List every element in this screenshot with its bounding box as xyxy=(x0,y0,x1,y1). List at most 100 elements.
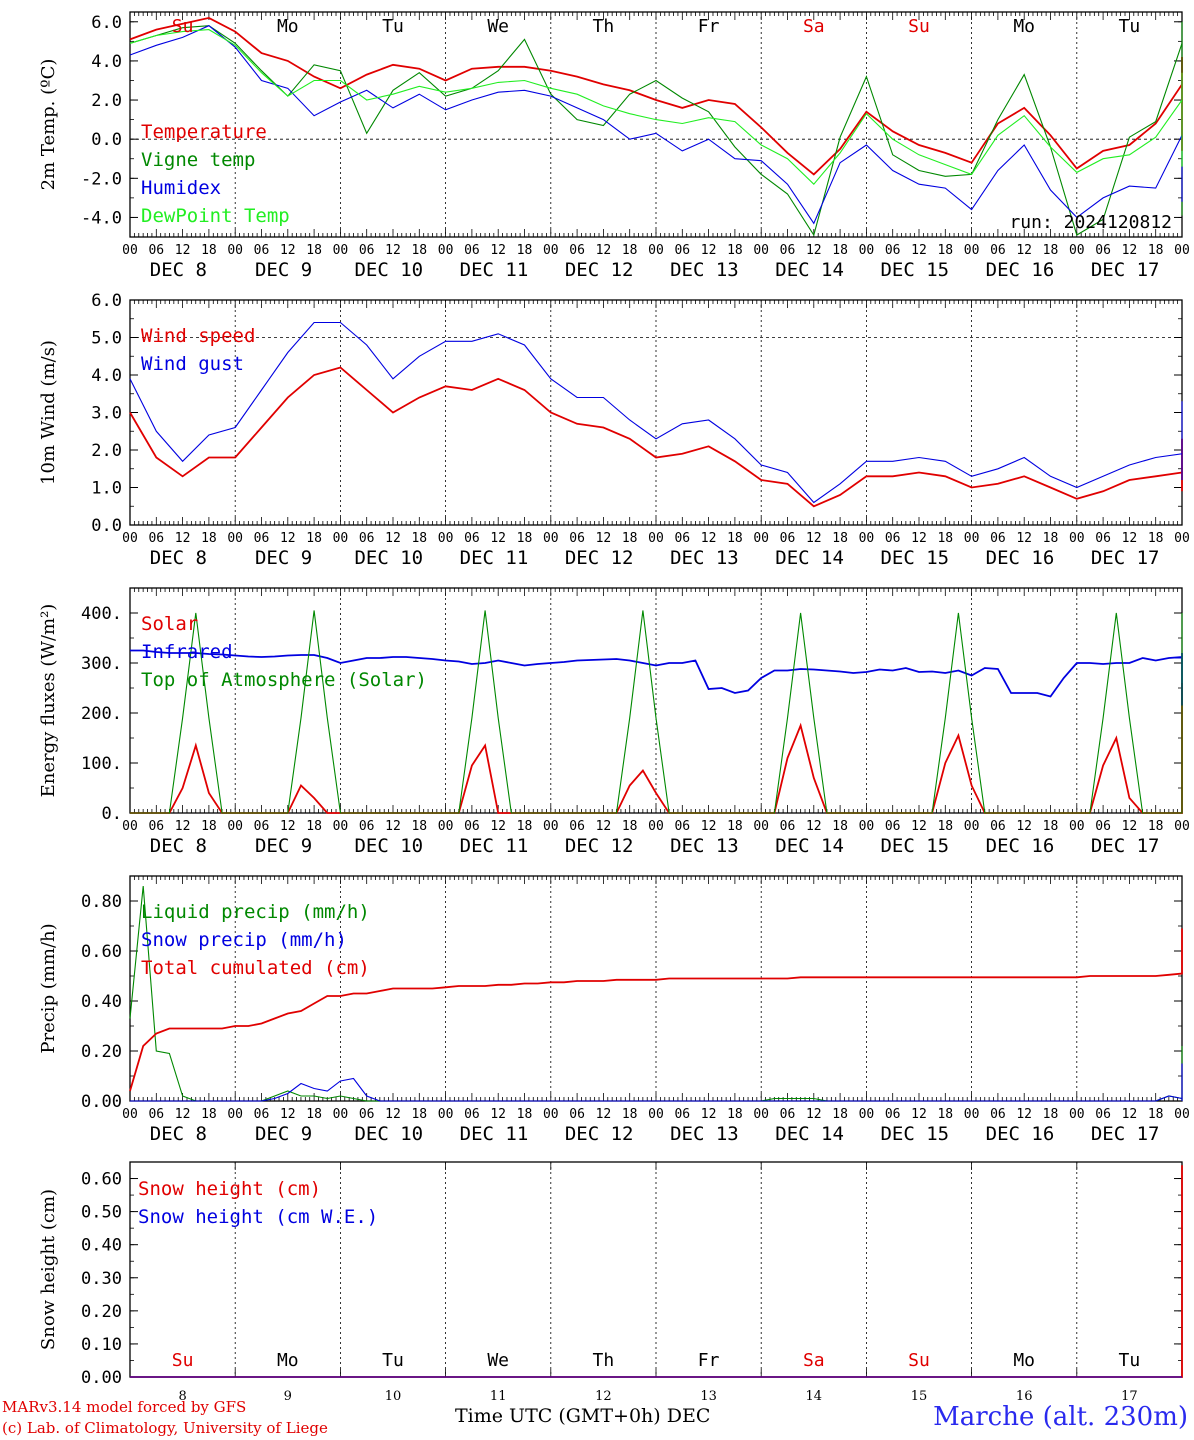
hour-tick-label: 00 xyxy=(438,819,454,834)
date-label: DEC 16 xyxy=(986,259,1055,281)
hour-tick-label: 06 xyxy=(1095,1107,1111,1122)
y-axis-label: Energy fluxes (W/m²) xyxy=(38,604,59,798)
date-label: DEC 12 xyxy=(565,547,634,569)
hour-tick-label: 06 xyxy=(674,1107,690,1122)
hour-tick-label: 06 xyxy=(780,819,796,834)
series-line-top-of-atmosphere-solar- xyxy=(130,610,1183,814)
hour-tick-label: 12 xyxy=(701,1107,717,1122)
hour-tick-label: 06 xyxy=(569,243,585,258)
hour-tick-label: 18 xyxy=(1043,531,1059,546)
station-name: Marche (alt. 230m) xyxy=(933,1402,1188,1432)
y-tick-label: 0. xyxy=(102,804,122,824)
hour-tick-label: 12 xyxy=(280,243,296,258)
hour-tick-label: 12 xyxy=(175,819,191,834)
hour-tick-label: 00 xyxy=(227,819,243,834)
hour-tick-label: 12 xyxy=(911,243,927,258)
hour-tick-label: 00 xyxy=(964,819,980,834)
y-tick-label: 0.30 xyxy=(81,1269,122,1289)
hour-tick-label: 06 xyxy=(148,1107,164,1122)
y-tick-label: -4.0 xyxy=(81,208,122,228)
hour-tick-label: 18 xyxy=(306,243,322,258)
hour-tick-label: 18 xyxy=(201,1107,217,1122)
hour-tick-label: 18 xyxy=(411,531,427,546)
hour-tick-label: 06 xyxy=(885,531,901,546)
day-number-label: 8 xyxy=(178,1389,186,1404)
series-line-total-cumulated-cm- xyxy=(129,928,1183,1092)
y-tick-label: 6.0 xyxy=(91,291,122,311)
hour-tick-label: 00 xyxy=(964,531,980,546)
y-tick-label: 1.0 xyxy=(91,479,122,499)
hour-tick-label: 06 xyxy=(990,531,1006,546)
legend-entry: Top of Atmosphere (Solar) xyxy=(141,669,427,691)
hour-tick-label: 18 xyxy=(411,819,427,834)
hour-tick-label: 00 xyxy=(1174,819,1190,834)
hour-tick-label: 12 xyxy=(806,819,822,834)
hour-tick-label: 06 xyxy=(674,531,690,546)
hour-tick-label: 12 xyxy=(701,243,717,258)
hour-tick-label: 12 xyxy=(1122,819,1138,834)
hour-tick-label: 18 xyxy=(1148,531,1164,546)
hour-tick-label: 06 xyxy=(674,243,690,258)
y-tick-label: 0.20 xyxy=(81,1042,122,1062)
hour-tick-label: 00 xyxy=(648,243,664,258)
day-number-label: 9 xyxy=(284,1389,292,1404)
day-number-label: 10 xyxy=(385,1389,402,1404)
hour-tick-label: 12 xyxy=(280,1107,296,1122)
date-label: DEC 16 xyxy=(986,835,1055,857)
y-tick-label: 0.10 xyxy=(81,1335,122,1355)
day-number-label: 14 xyxy=(806,1389,823,1404)
hour-tick-label: 18 xyxy=(832,243,848,258)
weekday-label: Tu xyxy=(1119,1350,1141,1371)
hour-tick-label: 00 xyxy=(227,531,243,546)
hour-tick-label: 12 xyxy=(806,531,822,546)
hour-tick-label: 18 xyxy=(832,531,848,546)
hour-tick-label: 00 xyxy=(1069,531,1085,546)
hour-tick-label: 06 xyxy=(1095,531,1111,546)
hour-tick-label: 06 xyxy=(254,531,270,546)
hour-tick-label: 12 xyxy=(596,243,612,258)
weekday-label: Mo xyxy=(277,16,299,37)
hour-tick-label: 06 xyxy=(569,1107,585,1122)
hour-tick-label: 18 xyxy=(1043,243,1059,258)
weekday-label: Th xyxy=(593,1350,615,1371)
date-label: DEC 13 xyxy=(670,259,739,281)
legend-entry: Snow height (cm W.E.) xyxy=(138,1206,378,1228)
date-label: DEC 10 xyxy=(354,835,423,857)
hour-tick-label: 00 xyxy=(1174,531,1190,546)
hour-tick-label: 06 xyxy=(359,243,375,258)
legend-entry: Infrared xyxy=(141,641,233,663)
y-tick-label: 0.60 xyxy=(81,1170,122,1190)
date-label: DEC 10 xyxy=(354,259,423,281)
hour-tick-label: 00 xyxy=(333,819,349,834)
hour-tick-label: 12 xyxy=(596,819,612,834)
hour-tick-label: 06 xyxy=(885,243,901,258)
hour-tick-label: 18 xyxy=(727,243,743,258)
model-credit: MARv3.14 model forced by GFS xyxy=(2,1398,247,1416)
hour-tick-label: 18 xyxy=(306,1107,322,1122)
hour-tick-label: 12 xyxy=(911,819,927,834)
date-label: DEC 9 xyxy=(255,835,312,857)
hour-tick-label: 12 xyxy=(490,819,506,834)
hour-tick-label: 18 xyxy=(622,1107,638,1122)
hour-tick-label: 00 xyxy=(1174,243,1190,258)
hour-tick-label: 06 xyxy=(254,1107,270,1122)
date-label: DEC 14 xyxy=(775,1123,844,1145)
hour-tick-label: 06 xyxy=(569,531,585,546)
weekday-label: Mo xyxy=(277,1350,299,1371)
y-tick-label: 0.20 xyxy=(81,1302,122,1322)
y-tick-label: 5.0 xyxy=(91,329,122,349)
hour-tick-label: 12 xyxy=(175,243,191,258)
day-number-label: 17 xyxy=(1121,1389,1138,1404)
hour-tick-label: 06 xyxy=(780,243,796,258)
weekday-label: Tu xyxy=(382,16,404,37)
hour-tick-label: 18 xyxy=(727,1107,743,1122)
date-label: DEC 13 xyxy=(670,1123,739,1145)
hour-tick-label: 18 xyxy=(1148,243,1164,258)
y-tick-label: 0.50 xyxy=(81,1203,122,1223)
hour-tick-label: 00 xyxy=(1069,1107,1085,1122)
hour-tick-label: 18 xyxy=(201,243,217,258)
hour-tick-label: 06 xyxy=(990,1107,1006,1122)
date-label: DEC 15 xyxy=(880,547,949,569)
legend-entry: Snow precip (mm/h) xyxy=(141,929,347,951)
hour-tick-label: 06 xyxy=(464,819,480,834)
